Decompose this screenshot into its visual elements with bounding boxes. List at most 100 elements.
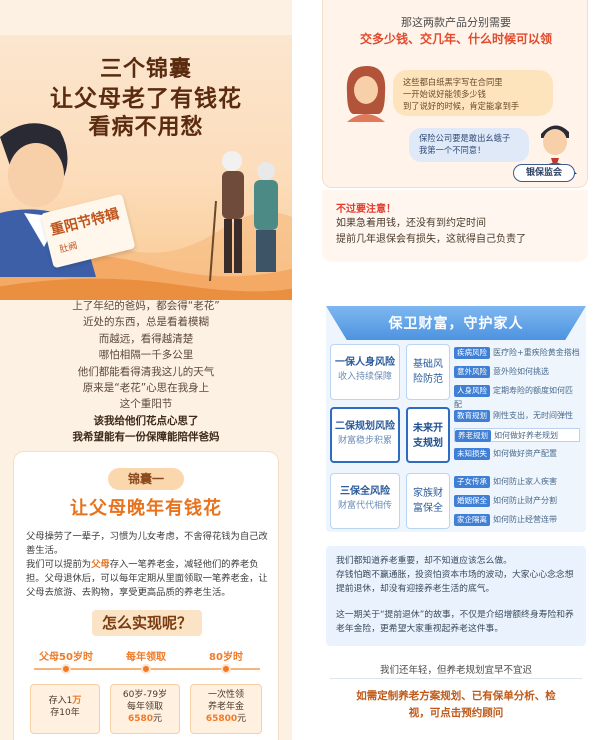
row-sub-value: 定期寿险的额度如何匹配 [454, 386, 573, 409]
poem-line: 而越远，看得越清楚 [98, 332, 194, 345]
row-mid: 未来开 支规划 [406, 407, 450, 463]
annual-unit: 元 [153, 714, 163, 724]
poem-line: 上了年纪的爸妈，都会得“老花” [72, 300, 220, 312]
timeline-box-lumpsum: 一次性领 养老年金 65800元 [190, 684, 262, 734]
row-sub-item: 子女传承 如何防止家人疾害 [454, 475, 580, 489]
poem-line: 近处的东西，总是看着模糊 [83, 316, 209, 329]
row-sub-item: 教育规划 刚性支出，无时间弹性 [454, 409, 580, 423]
protection-row-planning: 二保规划风险 财富稳步积累 未来开 支规划 教育规划 刚性支出，无时间弹性 养老规划如… [330, 407, 582, 463]
timeline-box-annual: 60岁-79岁 每年领取 6580元 [110, 684, 180, 734]
row-sub-value: 如何做好养老规划 [494, 431, 558, 440]
badge-subtitle: 肚阙 [58, 241, 79, 256]
row-main: 二保规划风险 财富稳步积累 [330, 407, 400, 463]
poem-bold-line: 我希望能有一份保障能陪伴爸妈 [72, 431, 220, 444]
annual-amount: 6580 [127, 714, 154, 724]
row-main: 三保全风险财富代代相传 [330, 473, 400, 529]
row-sub-key: 婚姻保全 [454, 495, 490, 507]
row-sub-value: 如何防止经营连带 [493, 515, 557, 524]
row-mid-line: 支规划 [413, 438, 443, 449]
row-mid-line: 家族财 [413, 488, 443, 499]
explainer-line: 我们都知道养老重要，却不知道应该怎么做。 [336, 556, 512, 566]
row-sub-item: 人身风险 定期寿险的额度如何匹配 [454, 384, 580, 409]
row-sub-value: 意外险如何挑选 [493, 367, 549, 376]
wealth-header-bar [326, 306, 586, 340]
lumpsum-unit: 元 [237, 714, 247, 724]
bubble-line: 这些都白纸黑字写在合同里 [403, 77, 503, 87]
cta-line: 视，可点击预约顾问 [408, 707, 504, 719]
protection-row-inheritance: 三保全风险财富代代相传 家族财富保全 子女传承 如何防止家人疾害 婚姻保全 如何防止… [330, 473, 582, 529]
annual-age-range: 60岁-79岁 [122, 690, 168, 700]
protection-row-personal: 一保人身风险 收入持续保障 基础风 险防范 疾病风险 医疗险+重疾险黄金搭档 意外风险… [330, 344, 582, 409]
consultant-cta[interactable]: 如需定制养老方案规划、已有保单分析、检 视，可点击预约顾问 [326, 688, 586, 722]
annual-amount-line: 6580元 [111, 713, 179, 725]
row-sub-key: 人身风险 [454, 385, 490, 397]
tip-para2-a: 我们可以提前为 [26, 559, 92, 570]
warning-panel [322, 190, 588, 262]
badge-title: 重阳节特辑 [48, 206, 121, 239]
deposit-amount: 存入1 [48, 696, 73, 706]
deposit-unit: 万 [72, 696, 82, 706]
timeline-dot [221, 664, 231, 674]
how-heading: 怎么实现呢？ [92, 610, 202, 636]
row-main-sub: 财富代代相传 [337, 501, 392, 511]
regulator-label: 银保监会 [513, 164, 575, 182]
explainer-line: 存钱怕跑不赢通胀，投资怕资本市场的波动，大家心心念念想提前退休，却没有迎接养老生… [336, 570, 574, 594]
row-main-sub: 财富稳步积累 [337, 436, 392, 446]
regulator-speech-bubble: 保险公司要是敢出幺蛾子 我第一个不同意！ [409, 128, 529, 162]
row-sub-value: 如何防止家人疾害 [493, 477, 557, 486]
row-mid-line: 险防范 [413, 374, 443, 385]
row-mid-line: 富保全 [413, 503, 443, 514]
row-sub-item: 未知损失 如何做好资产配置 [454, 447, 580, 461]
question-line2: 交多少钱、交几年、什么时候可以领 [359, 32, 552, 46]
lumpsum-amount-line: 65800元 [191, 713, 261, 725]
tip-description: 父母操劳了一辈子，习惯为儿女考虑，不舍得花钱为自己改善生活。 我们可以提前为父母… [26, 530, 268, 600]
bubble-line: 到了说好的时候，肯定能拿到手 [403, 101, 520, 111]
tip-para2-highlight: 父母 [91, 559, 110, 570]
annual-label: 每年领取 [126, 702, 163, 712]
row-main-title: 二保规划风险 [335, 421, 395, 432]
timeline-box-deposit: 存入1万 存10年 [30, 684, 100, 734]
explainer-spacer [336, 596, 576, 608]
deposit-line1: 存入1万 [31, 695, 99, 707]
lumpsum-amount: 65800 [205, 714, 238, 724]
row-sub-key: 疾病风险 [454, 347, 490, 359]
row-sub-item: 疾病风险 医疗险+重疾险黄金搭档 [454, 346, 580, 360]
row-main-title: 一保人身风险 [335, 357, 395, 368]
tip-title: 让父母晚年有钱花 [70, 498, 222, 519]
bubble-line: 我第一个不同意！ [419, 145, 486, 155]
row-sub-value: 如何防止财产分割 [493, 496, 557, 505]
woman-avatar [346, 66, 386, 122]
row-mid: 基础风 险防范 [406, 344, 450, 400]
tip-para1: 父母操劳了一辈子，习惯为儿女考虑，不舍得花钱为自己改善生活。 [26, 531, 268, 556]
row-sub-item: 养老规划 如何做好养老规划 [454, 428, 580, 442]
row-sub-key: 教育规划 [454, 410, 490, 422]
timeline-label-yearly: 每年领取 [126, 652, 166, 663]
timeline-dot [61, 664, 71, 674]
elderly-couple-illustration [209, 151, 278, 282]
row-main-sub: 收入持续保障 [337, 372, 392, 382]
warning-heading: 不过要注意！ [336, 204, 396, 215]
warning-text: 如果急着用钱，还没有到约定时间 提前几年退保会有损失，这就得自己负责了 [336, 216, 526, 248]
tip-tag: 锦囊一 [108, 468, 184, 490]
dialogue-card: 那这两款产品分别需要 交多少钱、交几年、什么时候可以领 这些都白纸黑字写在合同里… [322, 0, 588, 188]
question-line1: 那这两款产品分别需要 [401, 16, 511, 29]
explainer-line: 这一期关于“提前退休”的故事，不仅是介绍增额终身寿险和养老年金险，更希望大家重视… [336, 610, 574, 634]
tip-para2: 我们可以提前为父母存入一笔养老金，减轻他们的养老负担。父母退休后，可以每年定期从… [26, 558, 268, 600]
row-sub-item: 意外风险 意外险如何挑选 [454, 365, 580, 379]
hero-title-line2: 让父母老了有钱花 [50, 86, 242, 112]
poem-bold-line: 该我给他们花点心思了 [93, 414, 199, 427]
wealth-header-title: 保卫财富，守护家人 [388, 316, 524, 332]
row-sub-value: 如何做好资产配置 [493, 449, 557, 458]
hero-title-line3: 看病不用愁 [88, 115, 204, 140]
hero-title-line1: 三个锦囊 [99, 57, 192, 82]
poem-line: 他们都能看得清我这儿的天气 [77, 365, 215, 378]
timeline-label-age80: 80岁时 [209, 652, 243, 663]
row-sub-key: 意外风险 [454, 366, 490, 378]
row-main: 一保人身风险 收入持续保障 [330, 344, 400, 400]
timeline-label-age50: 父母50岁时 [39, 652, 93, 663]
bubble-line: 一开始说好能领多少钱 [403, 89, 486, 99]
timeline-dot [141, 664, 151, 674]
row-main-title: 三保全风险 [340, 486, 390, 497]
lumpsum-line2: 养老年金 [207, 702, 244, 712]
planning-note: 我们还年轻，但养老规划宜早不宜迟 [379, 665, 532, 676]
